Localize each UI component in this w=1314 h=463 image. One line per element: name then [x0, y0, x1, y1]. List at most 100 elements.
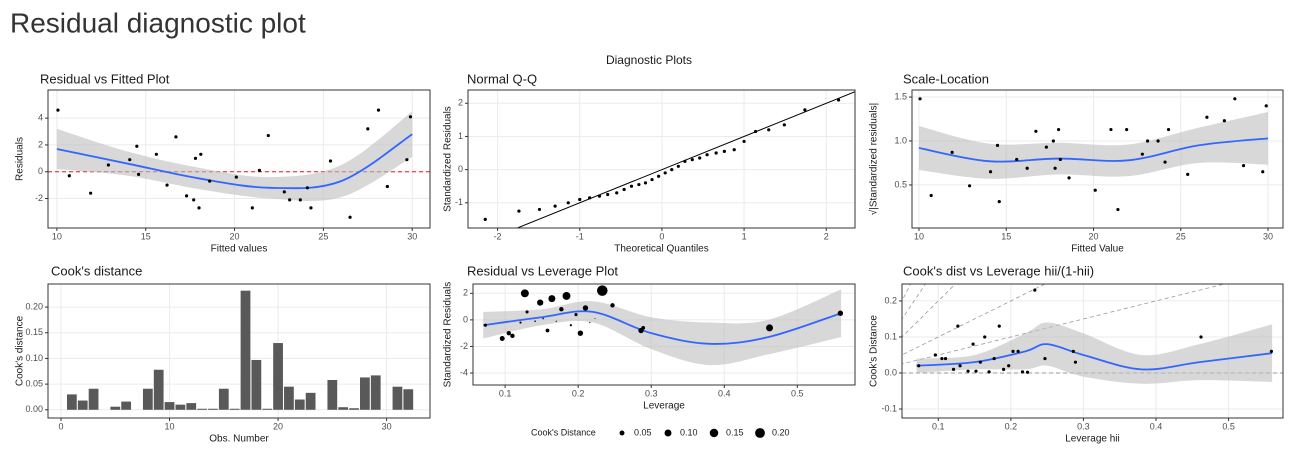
point — [128, 158, 132, 162]
bar — [121, 401, 132, 410]
panel-title: Cook's dist vs Leverage hii/(1-hii) — [903, 263, 1094, 278]
point — [1186, 172, 1190, 176]
point — [555, 320, 557, 322]
point — [782, 123, 786, 127]
point — [288, 198, 292, 202]
point — [1025, 166, 1029, 170]
x-tick-label: 0.2 — [1005, 421, 1018, 431]
point — [722, 149, 726, 153]
bar — [153, 369, 164, 410]
point — [520, 289, 529, 298]
point — [517, 209, 521, 213]
point — [1056, 127, 1061, 132]
point — [637, 182, 641, 187]
point — [588, 196, 592, 200]
bar — [175, 404, 186, 410]
x-axis-title: Fitted Value — [1071, 244, 1124, 255]
legend-title: Cook's Distance — [531, 427, 596, 437]
point — [1166, 127, 1171, 132]
point — [548, 295, 556, 303]
panel-title: Residual vs Leverage Plot — [467, 263, 618, 278]
y-tick-label: 0.5 — [894, 179, 907, 189]
y-tick-label: 0.0 — [884, 367, 897, 377]
point — [1109, 127, 1113, 132]
point — [956, 324, 960, 328]
bar — [392, 386, 403, 410]
panel-border — [472, 283, 856, 386]
point — [257, 168, 262, 172]
point — [918, 97, 922, 101]
bar — [251, 359, 262, 410]
point — [376, 108, 381, 112]
point — [192, 198, 196, 202]
y-tick-label: 0.15 — [25, 327, 43, 337]
point — [483, 217, 487, 221]
point — [1140, 152, 1144, 156]
x-tick-label: 20 — [230, 231, 240, 241]
point — [366, 127, 370, 131]
point — [641, 325, 646, 330]
point — [997, 324, 1001, 328]
point — [1016, 349, 1020, 353]
point — [837, 310, 844, 316]
point — [983, 335, 987, 339]
point — [1058, 157, 1062, 162]
point — [698, 156, 702, 160]
point — [566, 201, 570, 205]
x-tick-label: 20 — [273, 421, 283, 431]
point — [1233, 97, 1237, 101]
x-tick-label: 20 — [1088, 231, 1098, 241]
point — [1067, 176, 1071, 180]
point — [589, 321, 591, 324]
figure-subtitle: Diagnostic Plots — [606, 53, 692, 67]
point — [184, 194, 189, 198]
point — [154, 152, 158, 156]
point — [199, 152, 203, 156]
panel-border — [467, 89, 856, 229]
point — [309, 206, 313, 210]
point — [234, 175, 238, 179]
point — [1093, 188, 1097, 192]
point — [1025, 370, 1030, 374]
point — [1033, 288, 1037, 292]
point — [545, 328, 550, 333]
x-tick-label: 25 — [318, 231, 328, 241]
x-axis-title: Fitted values — [211, 244, 268, 255]
x-tick-label: 0 — [659, 231, 664, 241]
bar — [370, 375, 381, 410]
point — [622, 187, 626, 192]
point — [676, 164, 680, 168]
bar — [360, 377, 370, 410]
point — [987, 370, 991, 374]
point — [629, 184, 634, 188]
x-tick-label: 10 — [165, 421, 175, 431]
point — [732, 148, 736, 152]
point — [1163, 160, 1167, 164]
point — [578, 197, 582, 202]
point — [803, 108, 807, 112]
bar — [218, 388, 229, 410]
point — [483, 323, 487, 327]
point — [597, 194, 602, 198]
point — [657, 174, 661, 178]
point — [940, 356, 944, 361]
y-tick-label: 2 — [38, 139, 43, 149]
bar — [186, 403, 197, 410]
y-tick-label: 2 — [458, 98, 463, 108]
x-tick-label: 10 — [914, 231, 924, 241]
x-tick-label: 0.5 — [791, 388, 804, 398]
x-tick-label: 0.5 — [1222, 421, 1235, 431]
legend-key — [709, 428, 719, 438]
bar — [229, 408, 240, 410]
smooth-line — [483, 310, 842, 345]
point — [106, 163, 111, 167]
panel-title: Residual vs Fitted Plot — [40, 71, 170, 86]
point — [328, 159, 333, 163]
point — [1145, 139, 1150, 143]
legend-label: 0.05 — [634, 427, 652, 437]
point — [56, 108, 60, 112]
x-tick-label: 0.1 — [932, 421, 945, 431]
point — [992, 356, 996, 361]
smooth-line — [56, 133, 413, 190]
